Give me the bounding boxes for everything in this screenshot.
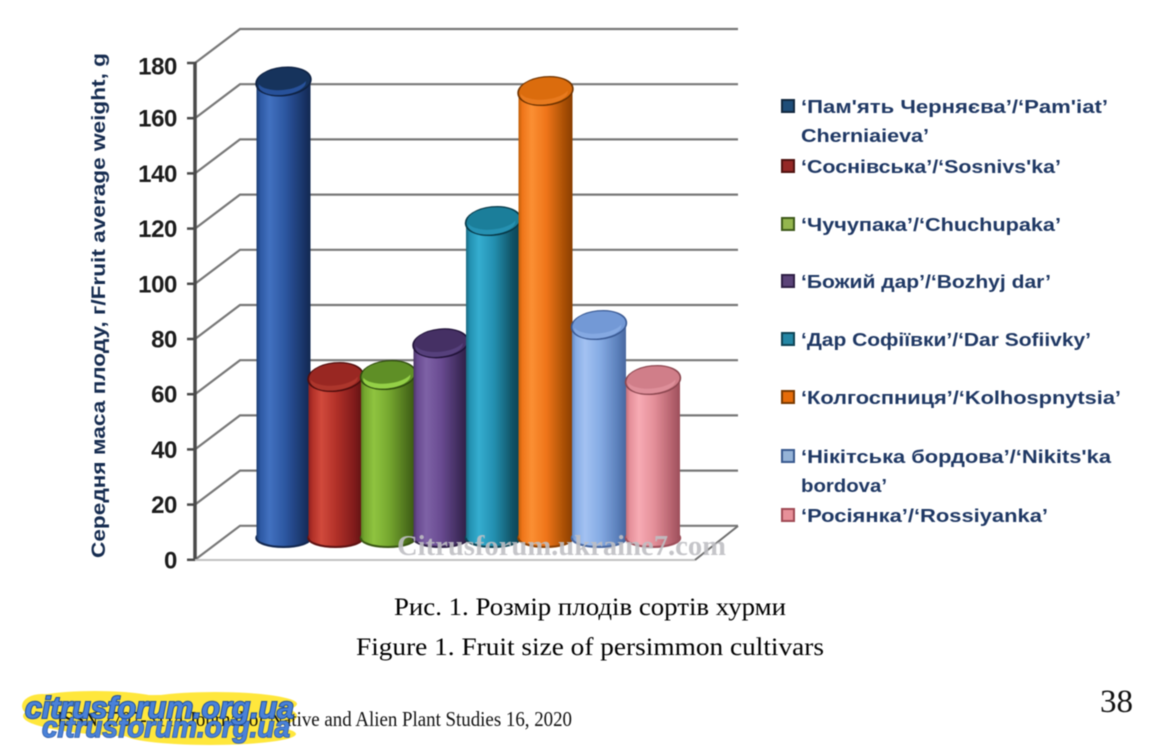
svg-text:‘Соснівська’/‘Sosnivs'ka’: ‘Соснівська’/‘Sosnivs'ka’	[801, 157, 1061, 177]
svg-text:‘Божий дар’/‘Bozhyj dar’: ‘Божий дар’/‘Bozhyj dar’	[801, 272, 1051, 292]
svg-text:‘Росіянка’/‘Rossiyanka’: ‘Росіянка’/‘Rossiyanka’	[801, 506, 1048, 526]
svg-text:Cherniaieva’: Cherniaieva’	[801, 126, 929, 146]
svg-text:80: 80	[151, 327, 177, 354]
svg-text:60: 60	[151, 382, 177, 409]
svg-text:180: 180	[138, 54, 177, 81]
svg-text:Citrusforum.ukraine7.com: Citrusforum.ukraine7.com	[397, 531, 726, 562]
svg-text:bordova’: bordova’	[801, 476, 887, 496]
svg-text:40: 40	[151, 437, 177, 464]
svg-text:38: 38	[1100, 684, 1133, 720]
svg-text:140: 140	[138, 161, 177, 188]
svg-text:citrusforum.org.ua: citrusforum.org.ua	[25, 690, 294, 725]
svg-text:citrusforum.org.ua: citrusforum.org.ua	[42, 711, 290, 744]
svg-text:Figure 1. Fruit size of persim: Figure 1. Fruit size of persimmon cultiv…	[356, 634, 824, 661]
svg-text:‘Дар Софіївки’/‘Dar Sofiivky’: ‘Дар Софіївки’/‘Dar Sofiivky’	[801, 330, 1091, 350]
svg-text:20: 20	[151, 492, 177, 519]
svg-text:‘Нікітська бордова’/‘Nikits'ka: ‘Нікітська бордова’/‘Nikits'ka	[801, 447, 1112, 467]
svg-text:‘Чучупака’/‘Chuchupaka’: ‘Чучупака’/‘Chuchupaka’	[801, 215, 1061, 235]
svg-text:120: 120	[138, 216, 177, 243]
svg-text:160: 160	[138, 106, 177, 133]
svg-text:‘Пам'ять Черняєва’/‘Pam'iat’: ‘Пам'ять Черняєва’/‘Pam'iat’	[801, 97, 1108, 117]
svg-text:Рис. 1. Розмір плодів сортів х: Рис. 1. Розмір плодів сортів хурми	[394, 594, 786, 621]
svg-text:‘Колгоспниця’/‘Kolhospnytsia’: ‘Колгоспниця’/‘Kolhospnytsia’	[801, 388, 1121, 408]
svg-text:Середня маса плоду, г/Fruit: Середня маса плоду, г/Fruit average weig…	[89, 53, 110, 558]
svg-text:100: 100	[138, 271, 177, 298]
svg-text:0: 0	[164, 547, 177, 574]
